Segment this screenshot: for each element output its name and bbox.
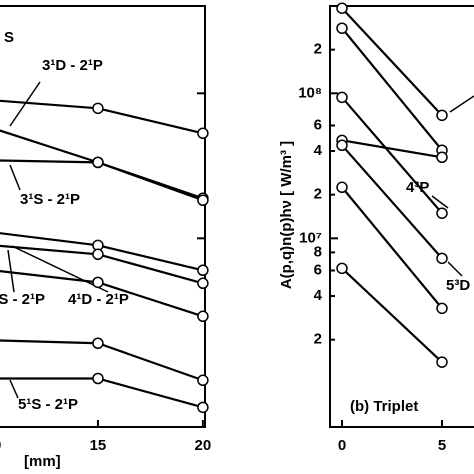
data-point <box>336 2 348 14</box>
data-point <box>436 302 448 315</box>
data-point <box>436 356 448 368</box>
y-tick-label: 10⁸ <box>298 84 322 101</box>
annotation: 5³D <box>446 277 470 294</box>
y-tick-label: 8 <box>314 243 322 260</box>
annotation: 3¹D - 2¹P <box>42 57 103 74</box>
data-point <box>336 22 348 34</box>
arrow <box>9 379 19 399</box>
annotation: 3¹S - 2¹P <box>20 191 80 208</box>
y-tick-label: 4 <box>314 287 323 304</box>
data-point <box>436 109 448 122</box>
x-tick-label: 0 <box>338 437 346 454</box>
annotation: S <box>4 29 14 46</box>
x-tick-label: 5 <box>438 437 446 454</box>
y-tick-label: 10⁷ <box>299 229 322 246</box>
y-tick-label: 2 <box>314 331 322 348</box>
data-point <box>92 337 104 350</box>
arrow <box>449 95 474 113</box>
arrow <box>9 164 21 191</box>
y-tick-label: 6 <box>314 261 322 278</box>
annotation-arrows <box>7 81 474 399</box>
annotation: (b) Triplet <box>350 398 418 415</box>
annotation: 4¹D - 2¹P <box>68 291 129 308</box>
arrow <box>11 245 109 293</box>
data-point <box>92 276 104 289</box>
data-point <box>197 374 209 387</box>
annotation: 4¹S - 2¹P <box>0 291 45 308</box>
series-line <box>341 186 443 310</box>
data-point <box>92 156 104 169</box>
data-point <box>436 252 448 265</box>
y-tick-label: 4 <box>314 142 323 159</box>
y-tick-label: 2 <box>314 186 322 203</box>
data-point <box>92 102 104 115</box>
data-point <box>197 277 209 290</box>
data-point <box>92 372 104 385</box>
data-point <box>436 207 448 219</box>
arrow <box>447 261 463 277</box>
y-tick-label: 2 <box>314 41 322 58</box>
arrow <box>9 81 41 127</box>
right-panel-frame <box>329 5 474 428</box>
x-tick-label: 20 <box>195 437 212 454</box>
y-axis-label: A(p,q)n(p)hν [ W/m³ ] <box>278 141 295 289</box>
series-line <box>341 144 443 260</box>
annotation: 5¹S - 2¹P <box>18 396 78 413</box>
series-line <box>341 96 443 214</box>
x-tick-label: 10 <box>0 437 1 454</box>
data-point <box>436 151 448 164</box>
data-point <box>197 264 209 277</box>
data-point <box>336 91 348 104</box>
series-line <box>341 139 443 159</box>
data-point <box>197 310 209 323</box>
series-line <box>341 27 443 151</box>
series-line <box>341 7 443 117</box>
annotation: 4³P <box>406 179 429 196</box>
data-point <box>197 194 209 207</box>
arrow <box>7 249 15 293</box>
data-point <box>336 262 348 275</box>
data-point <box>92 248 104 261</box>
data-point <box>197 127 209 140</box>
series-line <box>341 267 443 363</box>
data-point <box>336 139 348 152</box>
data-point <box>197 401 209 414</box>
data-point <box>336 181 348 194</box>
arrow <box>431 195 449 209</box>
y-tick-label: 6 <box>314 116 322 133</box>
x-tick-label: 15 <box>90 437 107 454</box>
x-axis-label: [mm] <box>24 453 61 470</box>
left-panel-frame <box>0 5 206 428</box>
